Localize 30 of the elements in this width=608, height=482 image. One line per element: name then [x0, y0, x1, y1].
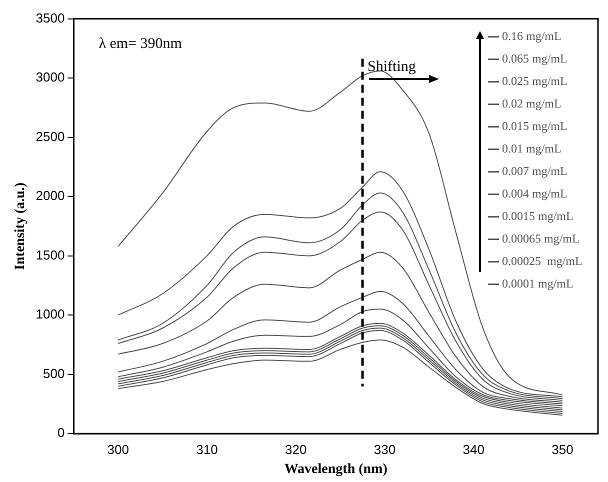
legend-label: 0.0001 mg/mL: [502, 276, 574, 290]
legend-label: 0.02 mg/mL: [502, 96, 562, 110]
y-tick-label: 2000: [36, 188, 65, 204]
legend-label: 0.0015 mg/mL: [502, 208, 574, 223]
y-tick-label: 0: [57, 425, 65, 440]
ref-line-label: Shifting: [368, 58, 416, 75]
y-tick-label: 500: [43, 366, 65, 381]
y-axis-title: Intensity (a.u.): [13, 182, 28, 270]
y-tick-label: 3500: [36, 10, 65, 26]
x-tick-label: 350: [552, 442, 574, 457]
x-tick-label: 300: [107, 442, 129, 457]
legend-label: 0.00065 mg/mL: [502, 231, 580, 246]
legend-label: 0.00025 mg/mL: [502, 254, 582, 268]
x-tick-label: 340: [462, 442, 484, 457]
x-tick-label: 320: [285, 442, 307, 457]
y-tick-label: 1500: [36, 247, 65, 262]
legend-label: 0.16 mg/mL: [502, 28, 562, 43]
y-tick-label: 1000: [36, 306, 65, 322]
legend-label: 0.007 mg/mL: [502, 164, 568, 178]
y-tick-label: 2500: [36, 128, 65, 144]
annotation: λ em= 390nm: [98, 36, 182, 52]
legend-label: 0.025 mg/mL: [502, 74, 568, 88]
x-tick-label: 330: [374, 442, 396, 457]
legend-label: 0.004 mg/mL: [502, 186, 568, 200]
x-tick-label: 310: [196, 442, 218, 457]
x-axis-title: Wavelength (nm): [284, 462, 388, 478]
legend-label: 0.015 mg/mL: [502, 118, 568, 133]
legend-label: 0.01 mg/mL: [502, 141, 562, 156]
y-tick-label: 3000: [36, 70, 65, 85]
legend-label: 0.065 mg/mL: [502, 51, 568, 66]
